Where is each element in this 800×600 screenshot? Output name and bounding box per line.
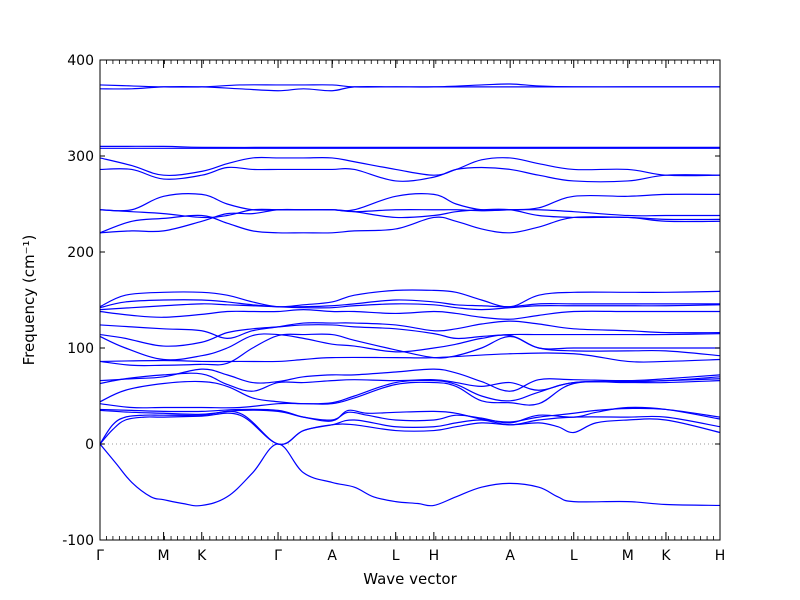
y-tick-label: 100 [67, 341, 94, 357]
dispersion-branch-18 [100, 289, 720, 308]
dispersion-branch-2 [100, 412, 720, 445]
x-tick-label: M [158, 548, 170, 564]
x-tick-label: Γ [96, 548, 104, 564]
dispersion-branch-5 [100, 407, 720, 423]
dispersion-branch-13 [100, 324, 720, 347]
dispersion-branch-21 [100, 208, 720, 223]
x-tick-label: A [327, 548, 337, 564]
dispersion-branch-17 [100, 299, 720, 309]
y-tick-label: 400 [67, 53, 94, 69]
x-tick-label: K [197, 548, 207, 564]
dispersion-branch-22 [100, 193, 720, 212]
x-tick-label: K [661, 548, 671, 564]
dispersion-branch-3 [100, 410, 720, 446]
x-tick-label: H [429, 548, 440, 564]
x-minor-ticks [106, 60, 714, 540]
dispersion-branch-11 [100, 333, 720, 367]
y-tick-label: 0 [85, 437, 94, 453]
x-tick-label: M [622, 548, 634, 564]
dispersion-branch-24 [100, 156, 720, 177]
x-tick-label: L [570, 548, 578, 564]
dispersion-branch-28 [100, 83, 720, 88]
y-axis-label: Frequency (cm⁻¹) [20, 235, 38, 366]
x-tick-label: L [392, 548, 400, 564]
dispersion-branch-12 [100, 333, 720, 361]
x-axis-label: Wave vector [363, 570, 457, 588]
dispersion-branch-23 [100, 166, 720, 183]
x-tick-label: H [715, 548, 726, 564]
dispersion-branch-9 [100, 368, 720, 392]
dispersion-branch-10 [100, 352, 720, 363]
dispersion-branch-16 [100, 303, 720, 311]
y-tick-label: -100 [62, 533, 94, 549]
dispersion-branch-4 [100, 406, 720, 424]
dispersion-branch-19 [100, 208, 720, 234]
x-tick-label: Γ [274, 548, 282, 564]
dispersion-branches [100, 83, 720, 507]
dispersion-branch-8 [100, 372, 720, 392]
y-axis-ticks: -100 0 100 200 300 400 [62, 53, 720, 549]
dispersion-branch-26 [100, 145, 720, 149]
dispersion-branch-15 [100, 308, 720, 320]
dispersion-branch-6 [100, 380, 720, 409]
x-tick-label: A [505, 548, 515, 564]
y-tick-label: 300 [67, 149, 94, 165]
dispersion-branch-20 [100, 214, 720, 234]
dispersion-branch-1 [100, 443, 720, 507]
dispersion-branch-14 [100, 320, 720, 340]
y-tick-label: 200 [67, 245, 94, 261]
